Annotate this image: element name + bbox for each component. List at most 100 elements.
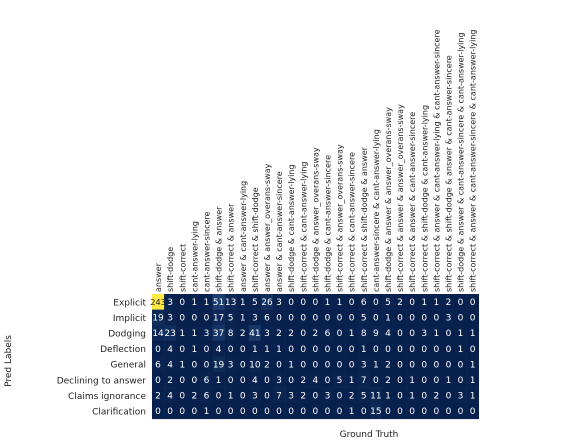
heatmap-cell — [224, 372, 237, 388]
heatmap-cell — [176, 356, 189, 373]
heatmap-cell — [418, 403, 431, 420]
heatmap-cell — [273, 387, 286, 404]
cell-value-label: 0 — [312, 407, 318, 417]
heatmap-cell — [369, 403, 383, 420]
cell-value-label: 3 — [204, 329, 210, 339]
heatmap-cell — [260, 356, 274, 373]
cell-value-label: 3 — [252, 392, 258, 402]
cell-value-label: 13 — [225, 298, 236, 308]
cell-value-label: 0 — [470, 407, 476, 417]
heatmap-cell — [200, 309, 213, 326]
heatmap-cell — [152, 387, 165, 404]
heatmap-cell — [236, 340, 250, 357]
cell-value-label: 0 — [337, 360, 343, 370]
cell-value-label: 3 — [446, 314, 452, 324]
heatmap-cell — [454, 294, 467, 310]
cell-value-label: 0 — [446, 345, 452, 355]
heatmap-cell — [309, 356, 322, 373]
heatmap-cell — [418, 325, 431, 342]
heatmap-cell — [224, 403, 237, 420]
heatmap-cell — [176, 372, 189, 388]
cell-value-label: 1 — [385, 392, 391, 402]
cell-value-label: 0 — [446, 360, 452, 370]
heatmap-cell — [454, 403, 467, 420]
heatmap-cell — [200, 340, 213, 357]
cell-value-label: 5 — [361, 314, 367, 324]
cell-value-label: 0 — [216, 392, 222, 402]
heatmap-cell — [345, 294, 358, 310]
cell-value-label: 3 — [276, 298, 282, 308]
heatmap-cell — [345, 372, 358, 388]
heatmap-cell — [357, 294, 371, 310]
heatmap-cell — [297, 372, 310, 388]
x-tick-label: answer & cant-answer-lying — [239, 181, 248, 292]
cell-value-label: 0 — [397, 345, 403, 355]
heatmap-cell — [418, 309, 431, 326]
heatmap-cell — [152, 325, 165, 342]
cell-value-label: 4 — [167, 360, 173, 370]
cell-value-label: 0 — [240, 392, 246, 402]
cell-value-label: 0 — [204, 360, 210, 370]
cell-value-label: 0 — [397, 329, 403, 339]
y-tick-labels: Explicit Implicit Dodging Deflection General… — [57, 298, 147, 417]
heatmap-cell — [309, 325, 322, 342]
heatmap-cell — [381, 294, 395, 310]
heatmap-cell — [394, 403, 407, 420]
cell-value-label: 0 — [300, 407, 306, 417]
cell-value-label: 0 — [288, 407, 294, 417]
heatmap-cell — [454, 309, 467, 326]
heatmap-cell — [442, 294, 455, 310]
heatmap-cell — [188, 325, 201, 342]
cell-value-label: 2 — [155, 392, 161, 402]
cell-value-label: 0 — [240, 360, 246, 370]
cell-value-label: 0 — [337, 329, 343, 339]
heatmap-cell — [152, 309, 165, 326]
heatmap-cell — [260, 372, 274, 388]
cell-value-label: 0 — [397, 407, 403, 417]
heatmap-cell — [394, 325, 407, 342]
heatmap-cell — [321, 325, 334, 342]
x-tick-label: shift-dodge & answer & cant-answer-since… — [457, 32, 466, 292]
heatmap-cell — [394, 356, 407, 373]
heatmap-cell — [273, 372, 286, 388]
cell-value-label: 0 — [191, 360, 197, 370]
x-tick-label: shift-correct & shift-dodge — [251, 187, 260, 292]
cell-value-label: 0 — [325, 407, 331, 417]
heatmap-cell — [406, 403, 419, 420]
cell-value-label: 2 — [446, 298, 452, 308]
heatmap-cell — [418, 294, 431, 310]
cell-value-label: 5 — [228, 314, 234, 324]
heatmap-cell — [394, 372, 407, 388]
cell-value-label: 2 — [385, 360, 391, 370]
cell-value-label: 0 — [300, 314, 306, 324]
cell-value-label: 3 — [167, 298, 173, 308]
x-axis-label: Ground Truth — [340, 430, 399, 440]
cell-value-label: 1 — [385, 314, 391, 324]
heatmap-cell — [394, 309, 407, 326]
heatmap-cell — [442, 372, 455, 388]
heatmap-cell — [224, 340, 237, 357]
x-tick-label: shift-dodge & answer & answer_overans-sw… — [384, 107, 393, 292]
cell-value-label: 2 — [312, 329, 318, 339]
x-tick-label: shift-correct & cant-answer-lying — [299, 162, 308, 293]
heatmap-cell — [152, 356, 165, 373]
cell-value-label: 0 — [433, 360, 439, 370]
heatmap-cell — [321, 403, 334, 420]
cell-value-label: 1 — [409, 376, 415, 386]
cell-value-label: 1 — [264, 345, 270, 355]
cell-value-label: 3 — [264, 329, 270, 339]
cell-value-label: 23 — [164, 329, 175, 339]
x-tick-label: answer & cant-answer-sincere — [275, 171, 284, 292]
heatmap-cell — [454, 372, 467, 388]
cell-value-label: 1 — [204, 298, 210, 308]
heatmap-cell — [164, 294, 177, 310]
cell-value-label: 0 — [204, 345, 210, 355]
cell-value-label: 0 — [228, 407, 234, 417]
heatmap-cell — [418, 340, 431, 357]
y-tick-label: Claims ignorance — [68, 392, 146, 402]
heatmap-cell — [333, 325, 346, 342]
heatmap-cell — [430, 403, 443, 420]
heatmap-cell — [176, 403, 189, 420]
heatmap-cell — [466, 356, 479, 373]
cell-value-label: 1 — [373, 360, 379, 370]
